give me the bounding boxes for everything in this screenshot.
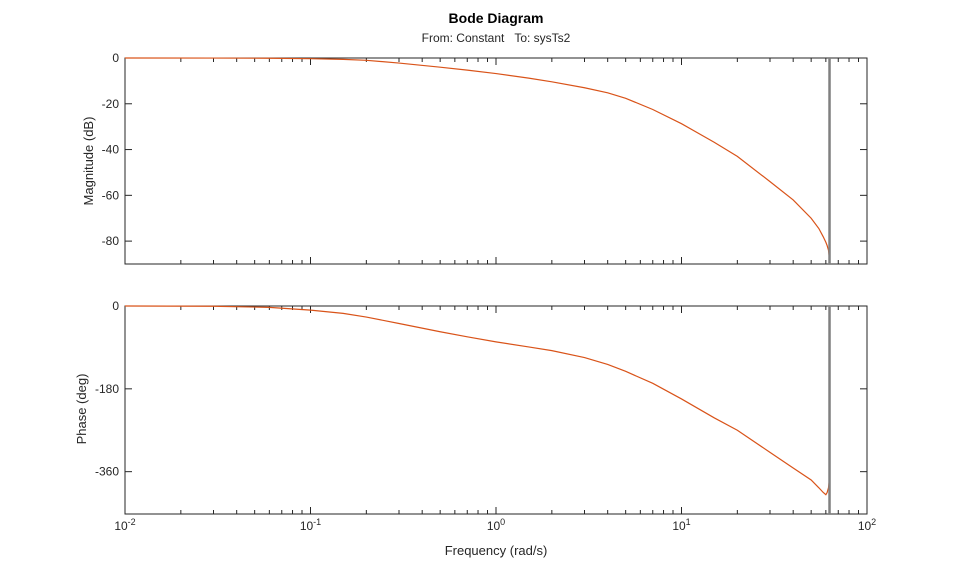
chart-subtitle: From: Constant To: sysTs2: [422, 31, 571, 45]
magnitude-axes: 0 -20 -40 -60 -80: [102, 51, 868, 265]
x-tick-base: 10: [114, 519, 128, 533]
x-tick-exponent: 2: [871, 517, 876, 527]
magnitude-ytick-label: -40: [102, 143, 120, 157]
x-tick-exponent: 1: [686, 517, 691, 527]
x-tick-label: 10-2: [114, 517, 135, 533]
magnitude-ytick-label: -20: [102, 97, 120, 111]
x-tick-label: 102: [858, 517, 876, 533]
phase-axes: 0 -180 -360: [95, 299, 868, 515]
x-tick-label: 10-1: [300, 517, 321, 533]
x-tick-labels: 10-2 10-1 100 101 102: [114, 517, 876, 533]
phase-y-label: Phase (deg): [74, 374, 89, 445]
subtitle-to: To: sysTs2: [514, 31, 570, 45]
x-tick-base: 10: [858, 519, 872, 533]
x-axis-label: Frequency (rad/s): [445, 543, 548, 558]
phase-frame: [124, 305, 868, 515]
x-tick-base: 10: [487, 519, 501, 533]
magnitude-series-line: [124, 57, 831, 262]
x-tick-base: 10: [672, 519, 686, 533]
x-tick-exponent: -1: [313, 517, 321, 527]
chart-title: Bode Diagram: [449, 10, 544, 26]
x-tick-base: 10: [300, 519, 314, 533]
phase-series-line: [124, 305, 831, 496]
magnitude-ytick-label: 0: [112, 51, 119, 65]
x-tick-label: 100: [487, 517, 505, 533]
magnitude-ytick-label: -60: [102, 188, 120, 202]
x-tick-label: 101: [672, 517, 690, 533]
magnitude-ytick-label: -80: [102, 234, 120, 248]
x-tick-exponent: 0: [500, 517, 505, 527]
magnitude-frame: [124, 57, 868, 265]
magnitude-y-label: Magnitude (dB): [81, 117, 96, 206]
subtitle-from: From: Constant: [422, 31, 505, 45]
phase-ytick-label: -360: [95, 465, 119, 479]
x-tick-exponent: -2: [128, 517, 136, 527]
phase-ytick-label: 0: [112, 299, 119, 313]
phase-ytick-label: -180: [95, 382, 119, 396]
